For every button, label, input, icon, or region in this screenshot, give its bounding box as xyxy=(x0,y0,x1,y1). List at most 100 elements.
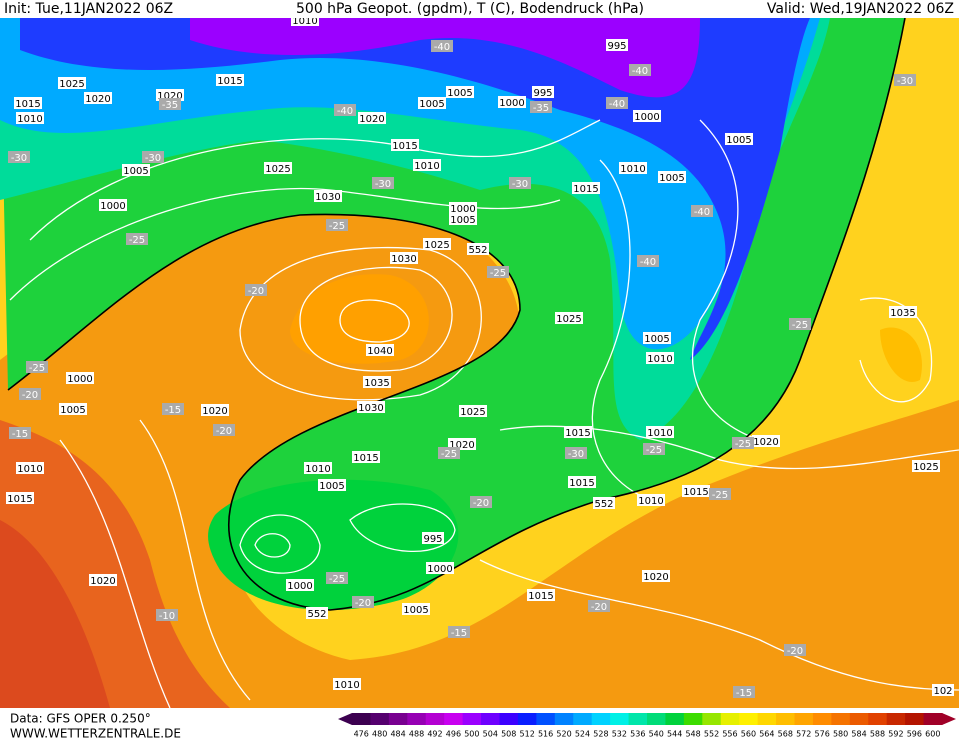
temperature-label-box xyxy=(142,151,164,163)
isobar-label-box xyxy=(422,532,444,544)
isobar-label: 1005 xyxy=(450,215,475,226)
isobar-label: 1030 xyxy=(358,403,383,414)
temperature-label-box xyxy=(784,644,806,656)
isobar-label-box xyxy=(423,238,451,250)
colorbar-swatch xyxy=(628,713,648,725)
colorbar-swatch xyxy=(407,713,427,725)
isobar-label: 1005 xyxy=(447,88,472,99)
isobar-label: 1005 xyxy=(419,99,444,110)
isobar-label: 1015 xyxy=(392,141,417,152)
isobar-label: 1010 xyxy=(414,161,439,172)
isobar-label-box xyxy=(333,678,361,690)
temperature-label-box xyxy=(8,151,30,163)
isobar-label-box xyxy=(286,579,314,591)
isobar-label-box xyxy=(752,435,780,447)
isobar-label-box xyxy=(532,86,554,98)
isobar-label-box xyxy=(446,86,474,98)
isobar-label: 1020 xyxy=(449,440,474,451)
isobar-label: 1015 xyxy=(565,428,590,439)
isobar-label: 1020 xyxy=(90,576,115,587)
temperature-label: -25 xyxy=(490,268,506,279)
height-label: 552 xyxy=(468,245,487,256)
colorbar-label: 596 xyxy=(907,730,922,739)
temperature-label-box xyxy=(894,74,916,86)
isobar-label-box xyxy=(89,574,117,586)
isobar-label: 1015 xyxy=(353,453,378,464)
temperature-label-box xyxy=(487,266,509,278)
colorbar-label: 544 xyxy=(667,730,682,739)
temperature-label-box xyxy=(789,318,811,330)
temperature-label: -30 xyxy=(897,76,913,87)
isobar-label: 1005 xyxy=(319,481,344,492)
colorbar-label: 484 xyxy=(390,730,405,739)
temperature-label-box xyxy=(438,447,460,459)
temperature-label: -25 xyxy=(29,363,45,374)
temperature-label-box xyxy=(709,488,731,500)
isobar-label-box xyxy=(658,171,686,183)
isobar-label-box xyxy=(564,426,592,438)
isobar-label-box xyxy=(682,485,710,497)
isobar-label: 1035 xyxy=(364,378,389,389)
colorbar-label: 588 xyxy=(870,730,885,739)
isobar-label: 1025 xyxy=(424,240,449,251)
temperature-label-box xyxy=(126,233,148,245)
isobar-label-box xyxy=(633,110,661,122)
isobar-label-box xyxy=(606,39,628,51)
colorbar-label: 592 xyxy=(888,730,903,739)
isobar-label: 1030 xyxy=(391,254,416,265)
colorbar-label: 560 xyxy=(741,730,756,739)
isobar-label-box xyxy=(357,401,385,413)
temperature-label-box xyxy=(629,64,651,76)
colorbar-swatch xyxy=(923,713,943,725)
colorbar-label: 572 xyxy=(796,730,811,739)
temperature-label: -25 xyxy=(129,235,145,246)
colorbar-swatch xyxy=(849,713,869,725)
temperature-label-box xyxy=(326,219,348,231)
height-label: 552 xyxy=(594,499,613,510)
isobar-label: 1005 xyxy=(403,605,428,616)
height-label: 552 xyxy=(307,609,326,620)
isobar-label-box xyxy=(912,460,940,472)
isobar-label: 1005 xyxy=(644,334,669,345)
colorbar-label: 480 xyxy=(372,730,387,739)
isobar-label: 1010 xyxy=(334,680,359,691)
colorbar-swatch xyxy=(591,713,611,725)
temperature-label: -35 xyxy=(162,100,178,111)
colorbar-swatch xyxy=(610,713,630,725)
colorbar-swatch xyxy=(370,713,390,725)
isobar-label-box xyxy=(646,426,674,438)
colorbar-swatch xyxy=(517,713,537,725)
isobar-label: 1000 xyxy=(499,98,524,109)
isobar-label-box xyxy=(99,199,127,211)
isobar-label-box xyxy=(418,97,446,109)
isobar-label: 1000 xyxy=(100,201,125,212)
colorbar-label: 556 xyxy=(722,730,737,739)
map-title: 500 hPa Geopot. (gpdm), T (C), Bodendruc… xyxy=(296,1,644,17)
temperature-label: -20 xyxy=(22,390,38,401)
temperature-label-box xyxy=(509,177,531,189)
colorbar-swatch xyxy=(868,713,888,725)
isobar-label-box xyxy=(932,684,954,696)
temperature-label: -25 xyxy=(712,490,728,501)
temperature-label: -20 xyxy=(248,286,264,297)
colorbar-swatch xyxy=(481,713,500,725)
init-time: Init: Tue,11JAN2022 06Z xyxy=(4,1,173,17)
temperature-label-box xyxy=(733,686,755,698)
temperature-label: -20 xyxy=(355,598,371,609)
colorbar-swatch xyxy=(886,713,906,725)
isobar-label-box xyxy=(568,476,596,488)
colorbar-label: 540 xyxy=(649,730,664,739)
colorbar-label: 520 xyxy=(556,730,571,739)
temperature-label: -25 xyxy=(329,221,345,232)
temperature-label-box xyxy=(372,177,394,189)
isobar-label: 1010 xyxy=(647,428,672,439)
colorbar-swatch xyxy=(720,713,740,725)
isobar-label: 1025 xyxy=(460,407,485,418)
isobar-label: 1020 xyxy=(85,94,110,105)
temperature-label-box xyxy=(565,447,587,459)
colorbar-label: 524 xyxy=(575,730,590,739)
isobar-label: 1010 xyxy=(620,164,645,175)
isobar-label: 1025 xyxy=(556,314,581,325)
isobar-label: 1020 xyxy=(157,91,182,102)
